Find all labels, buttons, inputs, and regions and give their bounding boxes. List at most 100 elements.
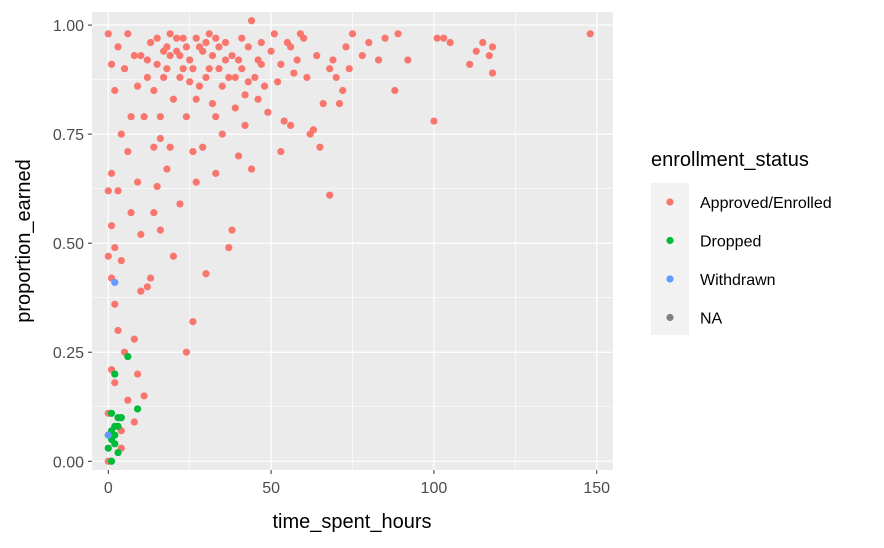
legend-key-na: [666, 313, 674, 322]
data-point-approved-enrolled: [189, 147, 197, 156]
legend-title: enrollment_status: [651, 149, 809, 171]
legend-key-dropped: [666, 236, 674, 245]
data-point-approved-enrolled: [404, 56, 412, 64]
data-point-approved-enrolled: [127, 113, 135, 121]
data-point-approved-enrolled: [176, 52, 184, 60]
data-point-approved-enrolled: [147, 274, 155, 282]
data-point-approved-enrolled: [176, 200, 184, 208]
data-point-approved-enrolled: [150, 86, 158, 95]
legend-label-approved-enrolled: Approved/Enrolled: [700, 195, 832, 212]
data-point-approved-enrolled: [215, 43, 223, 51]
data-point-approved-enrolled: [212, 113, 220, 121]
data-point-approved-enrolled: [277, 60, 285, 68]
data-point-approved-enrolled: [166, 143, 174, 151]
data-point-approved-enrolled: [143, 56, 151, 64]
legend-key-background: [651, 183, 689, 335]
data-point-approved-enrolled: [192, 178, 200, 186]
data-point-approved-enrolled: [189, 65, 197, 73]
data-point-approved-enrolled: [111, 243, 119, 252]
data-point-approved-enrolled: [202, 73, 210, 82]
data-point-approved-enrolled: [176, 73, 184, 82]
data-point-approved-enrolled: [241, 121, 249, 130]
data-point-approved-enrolled: [166, 30, 174, 38]
data-point-approved-enrolled: [130, 418, 138, 426]
data-point-withdrawn: [104, 431, 112, 439]
data-point-approved-enrolled: [137, 52, 145, 60]
data-point-approved-enrolled: [381, 34, 389, 42]
data-point-approved-enrolled: [212, 34, 220, 42]
data-point-approved-enrolled: [472, 47, 480, 55]
data-point-approved-enrolled: [140, 113, 148, 121]
data-point-dropped: [104, 444, 112, 452]
data-point-approved-enrolled: [228, 52, 236, 60]
data-point-approved-enrolled: [147, 38, 155, 47]
data-point-approved-enrolled: [199, 47, 207, 55]
data-point-approved-enrolled: [485, 52, 493, 60]
data-point-approved-enrolled: [114, 326, 122, 335]
data-point-approved-enrolled: [163, 65, 171, 73]
data-point-approved-enrolled: [479, 38, 487, 47]
data-point-approved-enrolled: [212, 169, 220, 177]
data-point-approved-enrolled: [202, 38, 210, 47]
data-point-approved-enrolled: [221, 38, 230, 47]
data-point-approved-enrolled: [130, 335, 138, 343]
major-gridlines: [92, 12, 613, 470]
data-point-approved-enrolled: [225, 73, 233, 82]
data-point-approved-enrolled: [182, 113, 191, 121]
data-point-approved-enrolled: [163, 43, 171, 51]
data-point-approved-enrolled: [293, 56, 301, 64]
data-point-approved-enrolled: [205, 65, 213, 73]
data-point-dropped: [107, 409, 116, 417]
x-tick-label: 150: [583, 480, 610, 497]
data-point-approved-enrolled: [143, 73, 151, 82]
data-point-approved-enrolled: [114, 43, 122, 51]
data-point-dropped: [111, 431, 119, 439]
data-point-approved-enrolled: [277, 147, 285, 156]
data-point-approved-enrolled: [137, 287, 145, 295]
data-point-approved-enrolled: [247, 165, 256, 173]
y-axis-ticks: 0.00 0.25 0.50 0.75 1.00: [53, 18, 92, 471]
data-point-approved-enrolled: [107, 60, 116, 68]
data-point-approved-enrolled: [326, 65, 334, 73]
data-point-approved-enrolled: [153, 60, 161, 68]
data-point-approved-enrolled: [156, 134, 164, 143]
data-point-approved-enrolled: [133, 178, 142, 186]
data-point-approved-enrolled: [342, 43, 350, 51]
legend-key-approved-enrolled: [666, 198, 674, 206]
data-point-approved-enrolled: [231, 104, 239, 112]
data-point-approved-enrolled: [345, 65, 353, 73]
data-point-approved-enrolled: [430, 117, 438, 125]
data-point-approved-enrolled: [358, 52, 366, 60]
data-point-approved-enrolled: [169, 95, 178, 103]
data-point-approved-enrolled: [160, 73, 168, 82]
data-point-approved-enrolled: [133, 82, 142, 90]
data-point-approved-enrolled: [153, 182, 161, 191]
data-point-approved-enrolled: [189, 318, 197, 326]
data-point-approved-enrolled: [124, 396, 132, 404]
data-point-approved-enrolled: [202, 270, 210, 278]
data-point-approved-enrolled: [225, 243, 233, 252]
data-point-approved-enrolled: [140, 392, 148, 400]
data-point-approved-enrolled: [205, 30, 213, 38]
data-point-approved-enrolled: [107, 222, 116, 230]
data-point-dropped: [111, 370, 119, 378]
data-point-approved-enrolled: [280, 117, 288, 125]
data-points: [104, 17, 594, 465]
data-point-approved-enrolled: [365, 38, 373, 47]
data-point-approved-enrolled: [234, 152, 243, 160]
x-axis-title: time_spent_hours: [273, 511, 432, 533]
data-point-dropped: [111, 440, 119, 448]
data-point-approved-enrolled: [339, 86, 347, 95]
data-point-approved-enrolled: [391, 86, 399, 95]
data-point-approved-enrolled: [433, 34, 441, 42]
data-point-approved-enrolled: [104, 252, 112, 260]
data-point-approved-enrolled: [179, 34, 187, 42]
data-point-dropped: [124, 352, 132, 361]
data-point-approved-enrolled: [156, 113, 164, 121]
data-point-approved-enrolled: [137, 230, 145, 239]
x-axis-ticks: 0 50 100 150: [104, 470, 610, 497]
data-point-approved-enrolled: [130, 52, 138, 60]
data-point-approved-enrolled: [166, 52, 174, 60]
data-point-approved-enrolled: [104, 30, 112, 38]
